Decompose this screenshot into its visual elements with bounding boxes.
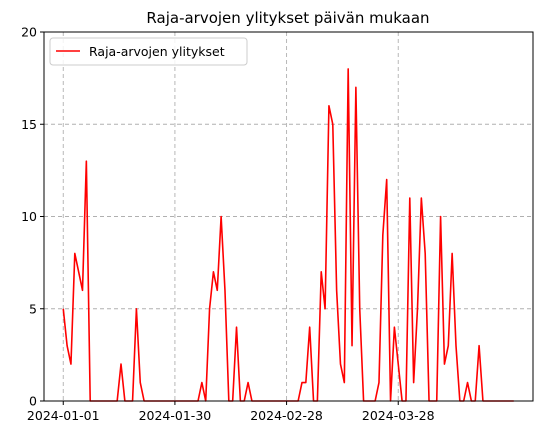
y-tick-label: 15 <box>21 117 37 132</box>
series-line <box>62 68 514 402</box>
x-tick-label: 2024-01-01 <box>27 408 100 423</box>
y-tick-label: 0 <box>29 394 37 409</box>
y-tick-label: 5 <box>29 301 37 316</box>
series-layer <box>62 68 514 402</box>
x-tick-label: 2024-03-28 <box>362 408 435 423</box>
legend: Raja-arvojen ylitykset <box>49 37 248 66</box>
x-axis: 2024-01-01 2024-01-30 2024-02-28 2024-03-28 <box>27 401 435 423</box>
x-tick-label: 2024-02-28 <box>250 408 323 423</box>
y-tick-label: 20 <box>21 25 37 40</box>
x-tick-label: 2024-01-30 <box>139 408 212 423</box>
y-tick-label: 10 <box>21 209 37 224</box>
y-axis: 0 5 10 15 20 <box>21 25 44 409</box>
legend-label: Raja-arvojen ylitykset <box>89 44 225 59</box>
legend-box <box>49 37 248 66</box>
grid <box>44 31 533 402</box>
chart-title: Raja-arvojen ylitykset päivän mukaan <box>146 9 429 27</box>
